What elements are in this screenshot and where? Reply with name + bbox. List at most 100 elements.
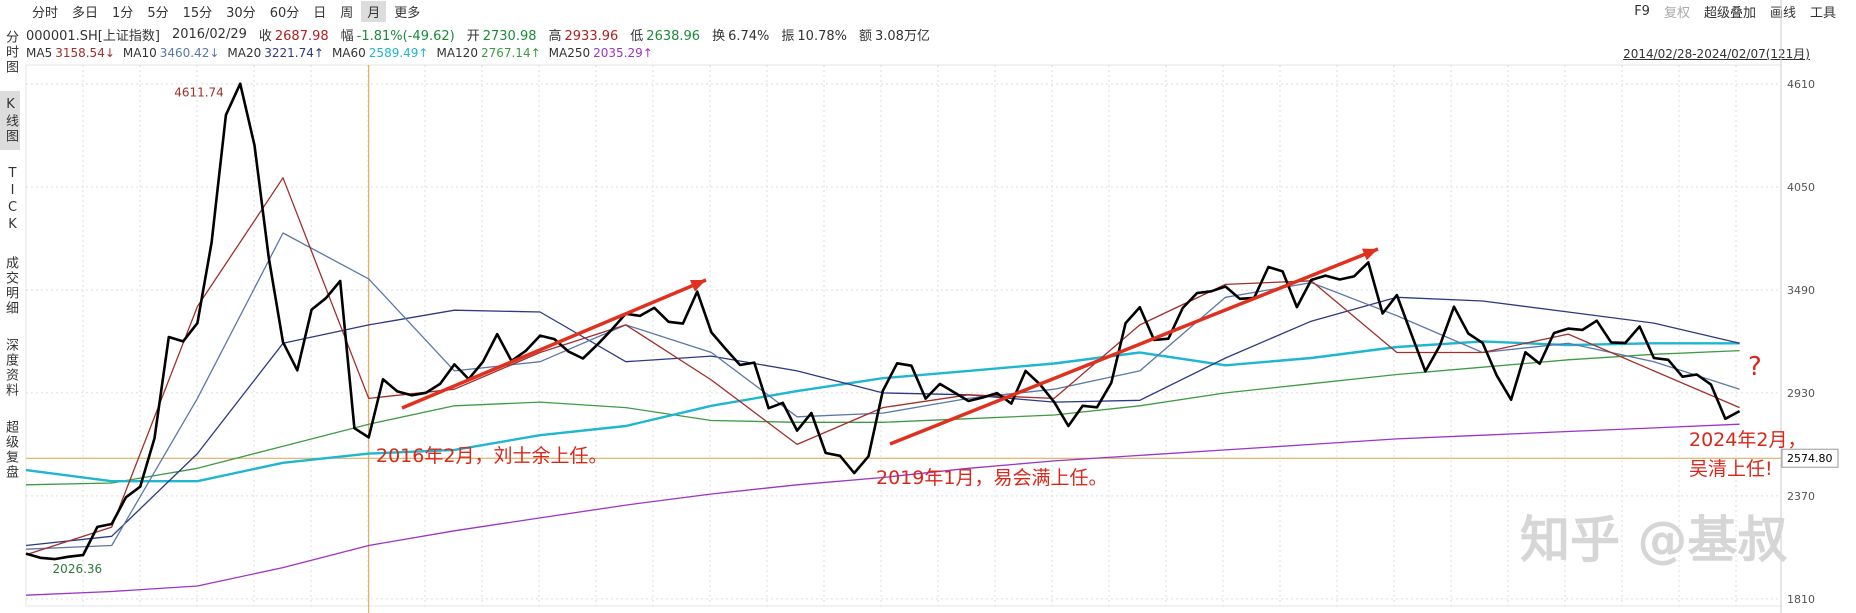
tab[interactable]: 60分	[269, 5, 300, 21]
low-label: 2026.36	[53, 562, 103, 576]
info-value: 2638.96	[646, 28, 701, 44]
annotation: 2016年2月，刘士余上任。	[376, 445, 607, 467]
watermark: 知乎 @基叔	[1520, 511, 1787, 569]
info-label: 高	[548, 28, 562, 44]
date-range[interactable]: 2014/02/28-2024/02/07(121月)	[1623, 47, 1810, 61]
info-value: 2933.96	[564, 28, 619, 44]
info-item: 换 6.74%	[712, 25, 769, 44]
legend-entry: MA60 2589.49↑	[332, 46, 429, 60]
tab[interactable]: 30分	[226, 5, 256, 21]
tab[interactable]: 5分	[147, 5, 169, 21]
info-label: 收	[258, 28, 272, 44]
legend-entry: MA5 3158.54↓	[26, 46, 115, 60]
side-tab[interactable]: 成交明细	[3, 256, 18, 316]
ma-line	[25, 296, 1740, 547]
info-label: 换	[712, 28, 726, 44]
legend-value: 2767.14↑	[480, 46, 541, 60]
info-value: 3.08万亿	[875, 28, 930, 44]
legend-value: 2589.49↑	[368, 46, 429, 60]
info-item: 开 2730.98	[467, 25, 537, 44]
tool[interactable]: 画线	[1769, 5, 1796, 21]
y-tick-label: 3490	[1787, 284, 1815, 297]
side-tab[interactable]: K线图	[0, 91, 20, 150]
trend-arrow	[401, 278, 707, 410]
info-value: -1.81%(-49.62)	[356, 28, 455, 44]
info-item: 低 2638.96	[630, 25, 700, 44]
tools: F9 复权 超级叠加 画线 工具	[1634, 0, 1836, 22]
info-value: 2687.98	[274, 28, 329, 44]
info-value: 2730.98	[482, 28, 537, 44]
tab[interactable]: 分时	[32, 5, 59, 21]
legend-name: MA5	[26, 46, 53, 60]
tool[interactable]: 工具	[1809, 5, 1836, 21]
tab[interactable]: 日	[313, 5, 327, 21]
ma-line	[25, 340, 1740, 483]
annotation: 2019年1月，易会满上任。	[876, 467, 1107, 489]
tool[interactable]: F9	[1634, 3, 1650, 19]
info-value: 10.78%	[797, 28, 847, 44]
side-tab[interactable]: 深度资料	[3, 338, 18, 398]
tab[interactable]: 多日	[72, 5, 99, 21]
tab[interactable]: 周	[340, 5, 354, 21]
legend-name: MA120	[436, 46, 478, 60]
legend-value: 3158.54↓	[55, 46, 115, 60]
close-line	[25, 82, 1741, 561]
price-box	[1781, 448, 1839, 468]
info-label: 振	[781, 28, 795, 44]
legend-name: MA10	[122, 46, 157, 60]
y-tick-label: 2370	[1787, 490, 1815, 503]
tab[interactable]: 1分	[112, 5, 134, 21]
trend-arrow	[889, 247, 1379, 446]
legend-value: 3221.74↑	[264, 46, 324, 60]
tool[interactable]: 超级叠加	[1703, 5, 1756, 21]
side-tab[interactable]: TICK	[5, 166, 20, 234]
annotation: 吴清上任!	[1689, 458, 1773, 480]
plot-frame	[25, 64, 1782, 607]
annotation: ?	[1748, 352, 1762, 382]
info-item: 额 3.08万亿	[859, 25, 930, 44]
y-tick-label: 4610	[1787, 78, 1815, 91]
legend-name: MA250	[548, 46, 591, 60]
sidebar: 分时图 K线图 TICK 成交明细深度资料超级复盘	[0, 24, 20, 496]
legend-entry: MA250 2035.29↑	[549, 46, 653, 60]
legend-entry: MA120 2767.14↑	[436, 46, 540, 60]
y-tick-label: 1810	[1787, 593, 1815, 606]
tool[interactable]: 复权	[1663, 5, 1690, 21]
info-value: 000001.SH[上证指数]	[26, 28, 160, 44]
peak-label: 4611.74	[174, 86, 224, 100]
info-label: 幅	[340, 28, 354, 44]
period-tabs: 分时 多日 1分 5分 15分 30分 60分日周月更多	[26, 0, 426, 22]
info-item: 2016/02/29	[172, 27, 247, 42]
info-item: 高 2933.96	[549, 25, 619, 44]
ma-line	[25, 232, 1740, 550]
info-label: 低	[630, 28, 644, 44]
arrow-head	[690, 279, 706, 292]
info-item: 000001.SH[上证指数]	[26, 25, 160, 44]
side-tab[interactable]: 分时图	[3, 30, 18, 75]
y-tick-label: 4050	[1787, 181, 1815, 194]
info-item: 振 10.78%	[781, 25, 847, 44]
tab[interactable]: 更多	[394, 5, 421, 21]
quote-info: 000001.SH[上证指数] 2016/02/29 收 2687.98 幅 -1.81%…	[26, 24, 930, 44]
legend-entry: MA10 3460.42↓	[123, 46, 220, 60]
side-tab[interactable]: 超级复盘	[3, 420, 18, 480]
tab[interactable]: 15分	[182, 5, 213, 21]
info-label: 额	[858, 28, 872, 44]
ma-line	[25, 177, 1740, 556]
price-label: 2574.80	[1787, 452, 1833, 465]
ma-line	[25, 349, 1740, 486]
tab[interactable]: 月	[361, 0, 387, 22]
info-item: 收 2687.98	[259, 25, 329, 44]
info-value: 6.74%	[728, 28, 770, 44]
ma-line	[25, 423, 1740, 596]
ma-legend: MA5 3158.54↓ MA10 3460.42↓ MA20 3221.74↑ MA60 2…	[26, 44, 653, 62]
info-label: 开	[466, 28, 480, 44]
legend-name: MA60	[331, 46, 366, 60]
info-value: 2016/02/29	[171, 26, 247, 42]
arrow-head	[1362, 248, 1378, 261]
annotation: 2024年2月，	[1689, 429, 1806, 451]
legend-value: 2035.29↑	[593, 46, 653, 60]
legend-value: 3460.42↓	[159, 46, 220, 60]
y-tick-label: 2930	[1787, 387, 1815, 400]
